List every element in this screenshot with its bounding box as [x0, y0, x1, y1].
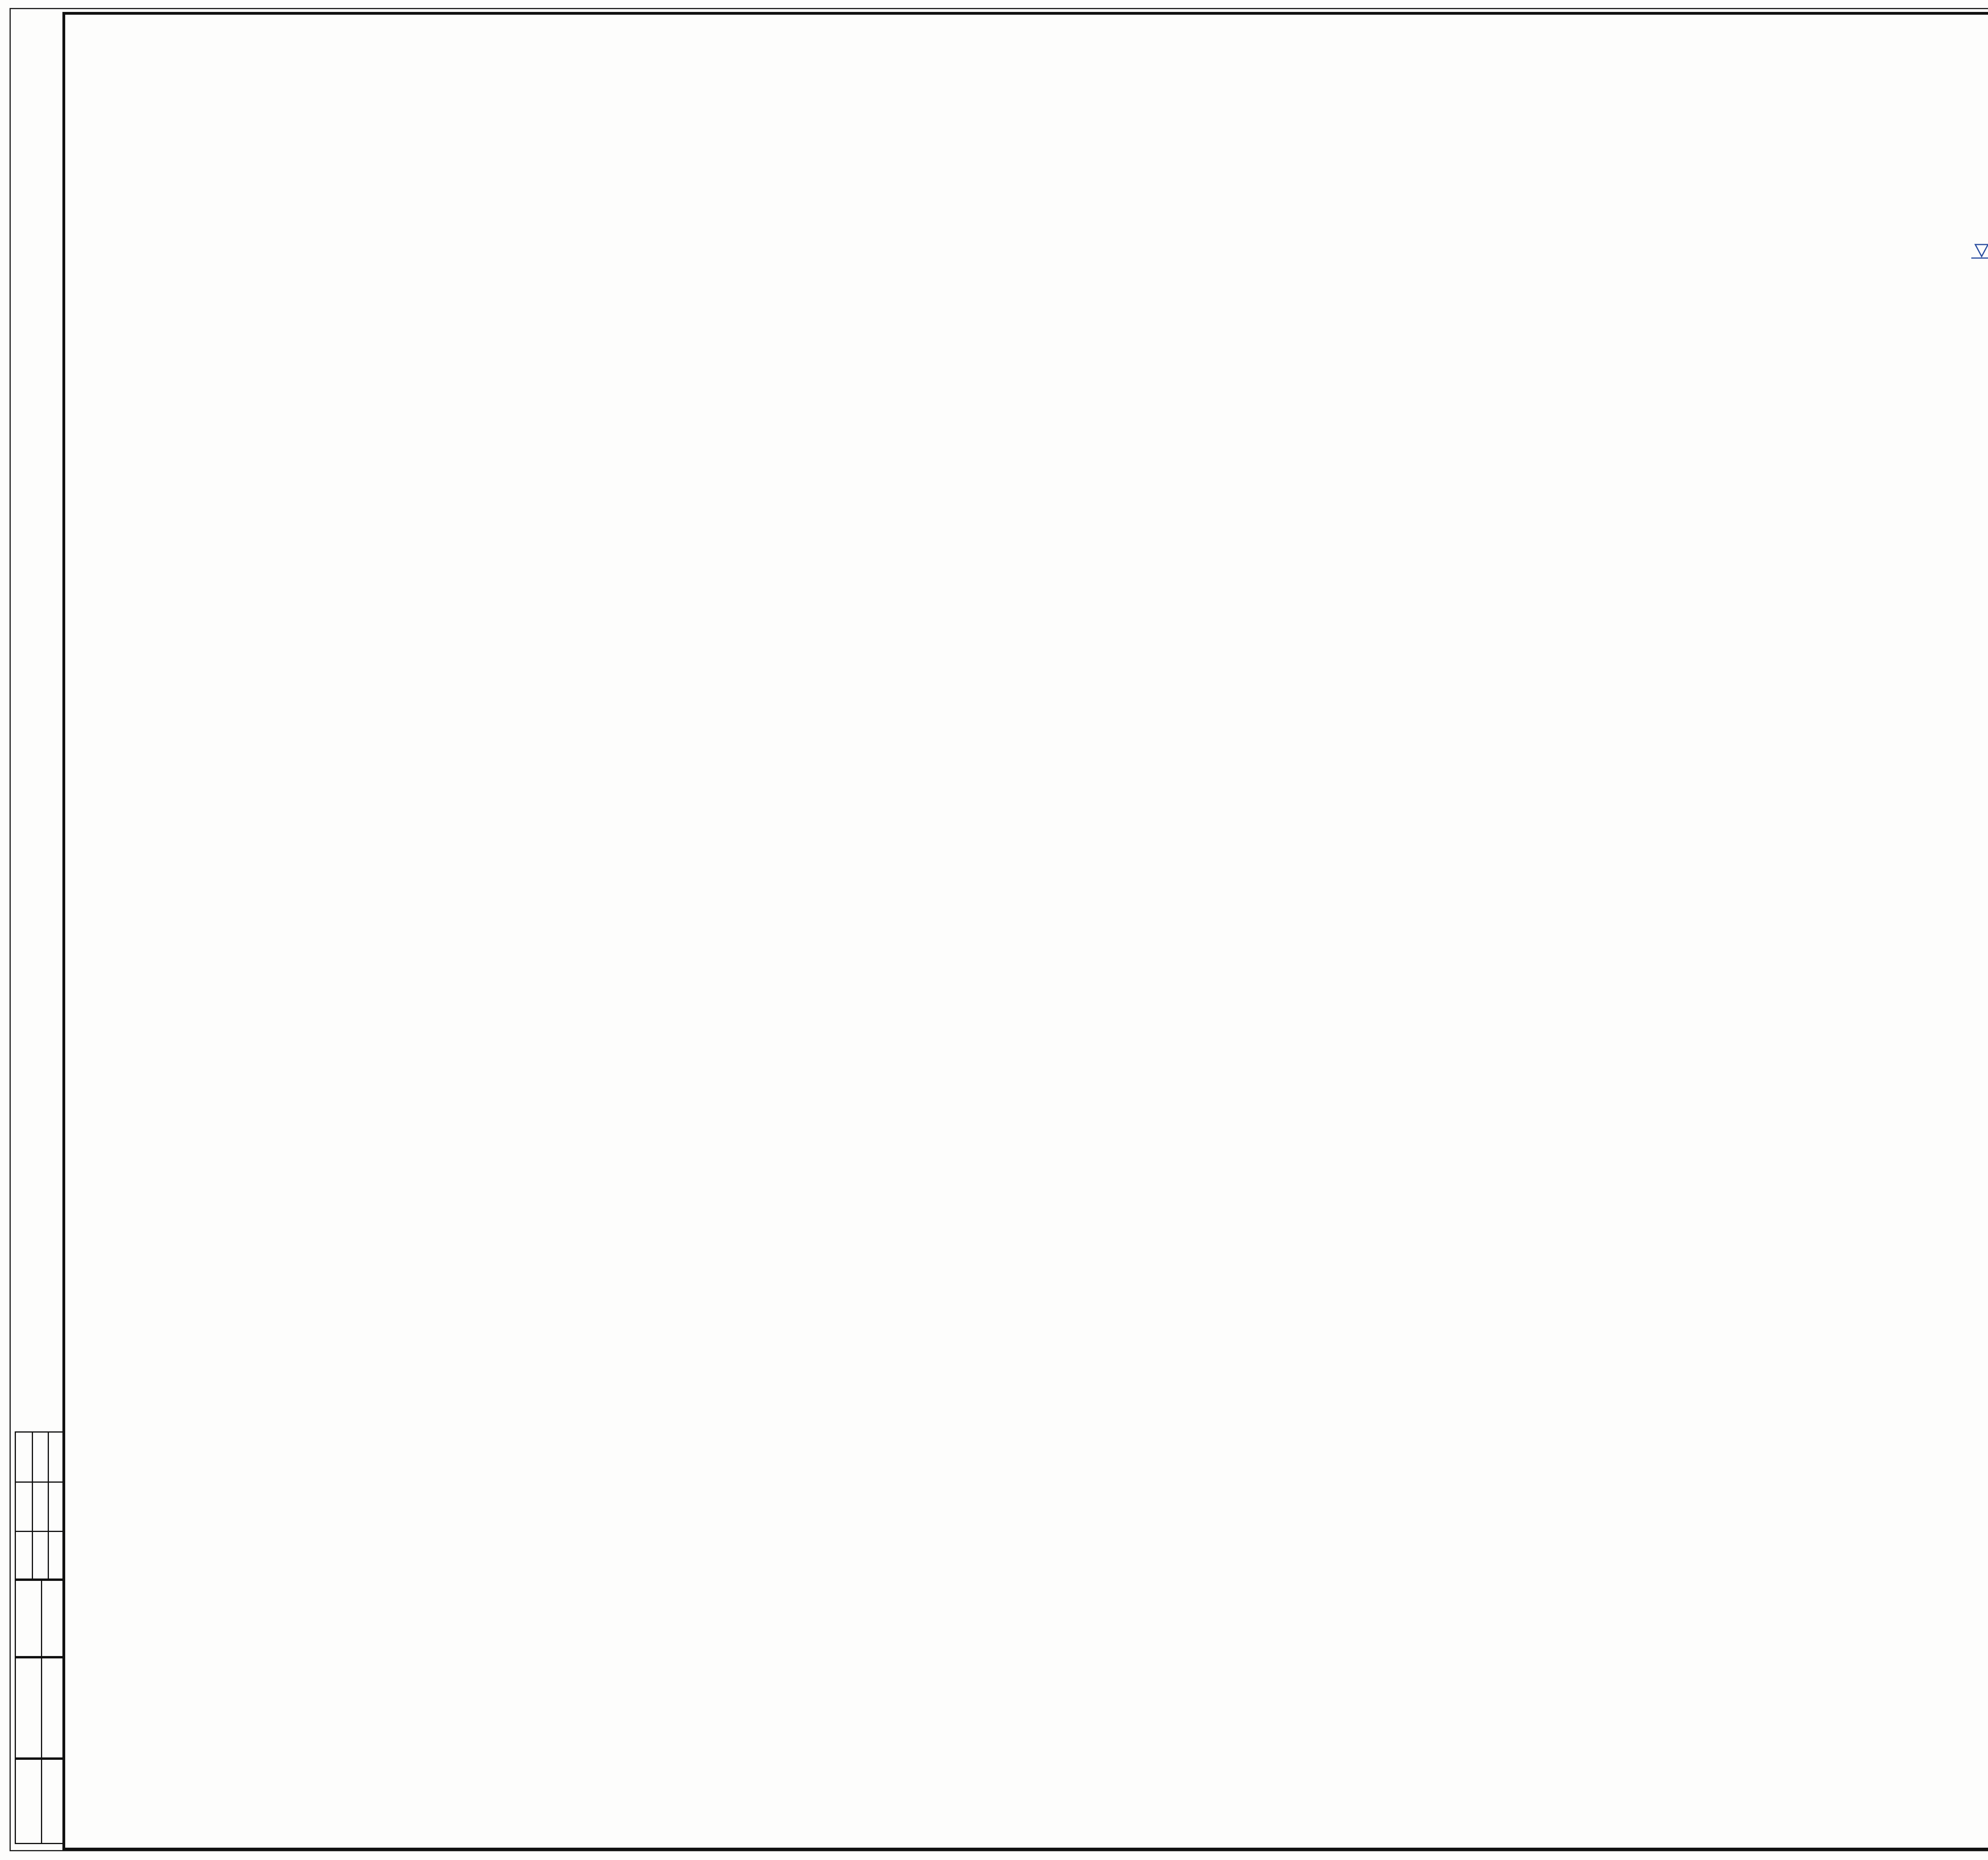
geological-profile-2: [934, 60, 1821, 1690]
sidebar-box-vzam: [15, 1578, 65, 1658]
sheet-outer-border: [10, 8, 1988, 1851]
sheet-frame: [62, 12, 1988, 1850]
sidebar-box-inv: [15, 1757, 65, 1844]
legend-panel: [1968, 217, 1988, 304]
approval-grid: [15, 1431, 65, 1581]
geological-profile-1: [119, 60, 911, 1690]
water-level-icon: [1971, 244, 1988, 259]
sidebar-box-podpis: [15, 1656, 65, 1760]
water-level-note: [1970, 241, 1988, 268]
